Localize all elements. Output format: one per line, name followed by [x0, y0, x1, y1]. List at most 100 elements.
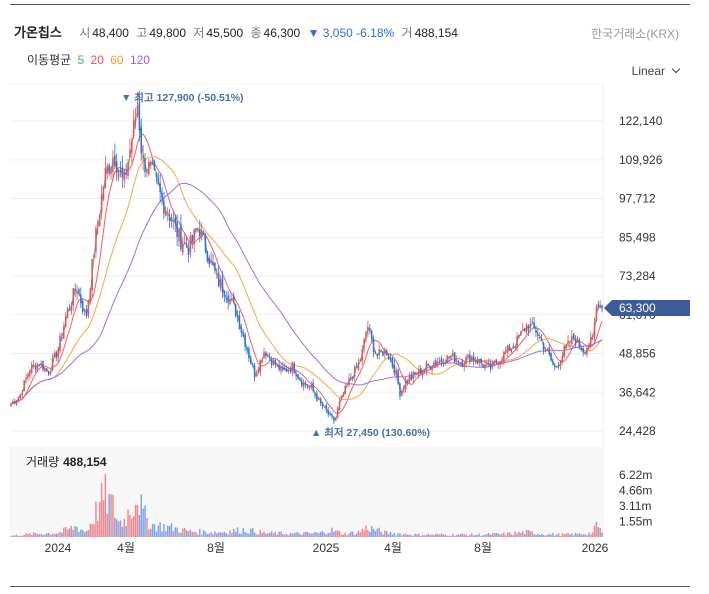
volume-bar — [389, 532, 392, 537]
open-label: 시 — [79, 26, 91, 40]
volume-bar — [310, 533, 312, 537]
candle-body — [161, 192, 163, 199]
volume-bar — [331, 527, 333, 537]
volume-bar — [76, 526, 78, 537]
volume-bar — [308, 533, 311, 537]
candle-body — [527, 325, 530, 331]
ma-120-label[interactable]: 120 — [129, 53, 150, 67]
candle-body — [506, 345, 509, 353]
price-axis: 122,140109,92697,71285,49873,28461,07048… — [619, 114, 663, 438]
candle-body — [423, 369, 426, 373]
volume-bar — [391, 534, 394, 537]
volume-bar — [106, 513, 109, 537]
volume-bar — [91, 523, 93, 537]
volume-bar — [438, 534, 441, 537]
candle-body — [578, 339, 581, 347]
volume-bar — [227, 534, 229, 537]
volume-bar — [225, 533, 227, 537]
candle-body — [569, 342, 571, 344]
volume-bar — [589, 534, 592, 537]
volume-bar — [416, 534, 418, 537]
volume-bar — [47, 532, 50, 537]
candle-body — [348, 378, 350, 386]
volume-bar — [480, 535, 482, 537]
candle-body — [199, 228, 201, 238]
volume-bar — [352, 531, 354, 537]
volume-bar — [68, 528, 71, 537]
volume-bar — [361, 529, 363, 537]
candle-body — [486, 363, 488, 365]
volume-bar — [42, 534, 44, 537]
volume-bar — [180, 532, 182, 537]
candle-body — [412, 372, 414, 379]
candle-body — [319, 398, 322, 403]
candle-body — [489, 363, 492, 369]
candle-body — [304, 383, 307, 385]
volume-bar — [431, 534, 433, 537]
volume-bar — [588, 532, 590, 537]
volume-bar — [429, 535, 431, 537]
volume-bar — [493, 533, 496, 537]
volume-bar — [165, 531, 167, 537]
volume-bar — [108, 494, 110, 537]
candle-body — [410, 374, 413, 380]
candle-body — [159, 183, 161, 192]
volume-bar — [465, 534, 467, 537]
candle-body — [142, 154, 144, 159]
volume-bar — [508, 532, 511, 537]
candle-body — [376, 354, 379, 357]
volume-bar — [555, 534, 558, 537]
candle-body — [17, 396, 20, 401]
candle-body — [442, 362, 445, 365]
volume-bar — [365, 525, 367, 537]
volume-bar — [176, 527, 178, 537]
candle-body — [123, 170, 126, 181]
candle-body — [499, 361, 501, 365]
volume-bar — [259, 529, 261, 537]
candle-body — [554, 366, 556, 368]
candle-body — [242, 332, 244, 336]
volume-bar — [219, 531, 222, 537]
candle-body — [401, 391, 403, 396]
volume-bar — [484, 534, 486, 537]
candle-body — [95, 227, 97, 252]
stock-name[interactable]: 가온칩스 — [14, 25, 62, 40]
volume-bar — [119, 520, 122, 537]
scale-dropdown[interactable]: Linear — [632, 64, 681, 78]
volume-label: 거 — [401, 26, 413, 40]
volume-bar — [442, 534, 445, 537]
candle-body — [166, 213, 169, 215]
candle-body — [68, 308, 71, 310]
volume-bar — [595, 522, 598, 537]
volume-bar — [136, 505, 139, 537]
volume-tick-label: 4.66m — [619, 484, 652, 498]
volume-bar — [253, 532, 256, 537]
candle-body — [121, 167, 124, 178]
candle-body — [567, 340, 569, 344]
candle-body — [340, 395, 343, 400]
volume-bar — [80, 529, 82, 537]
volume-bar — [357, 530, 360, 537]
candle-body — [374, 352, 377, 354]
candle-body — [108, 164, 110, 174]
volume-bar — [367, 530, 369, 537]
volume-bar — [295, 532, 297, 537]
volume-bar — [155, 531, 158, 537]
candle-body — [127, 162, 129, 177]
volume-tick-label: 1.55m — [619, 515, 652, 529]
candle-body — [227, 295, 229, 303]
volume-bar — [263, 531, 265, 537]
volume-bar — [51, 533, 54, 537]
volume-bar — [325, 534, 328, 537]
volume-bar — [214, 531, 216, 537]
ma-20-label[interactable]: 20 — [90, 53, 104, 67]
volume-bar — [408, 534, 411, 537]
candle-body — [51, 358, 54, 370]
candle-body — [433, 362, 435, 367]
ma-5-label[interactable]: 5 — [77, 53, 85, 67]
candle-body — [206, 250, 209, 262]
ma-60-label[interactable]: 60 — [110, 53, 124, 67]
exchange-label: 한국거래소(KRX) — [591, 27, 679, 41]
candle-body — [310, 384, 312, 388]
